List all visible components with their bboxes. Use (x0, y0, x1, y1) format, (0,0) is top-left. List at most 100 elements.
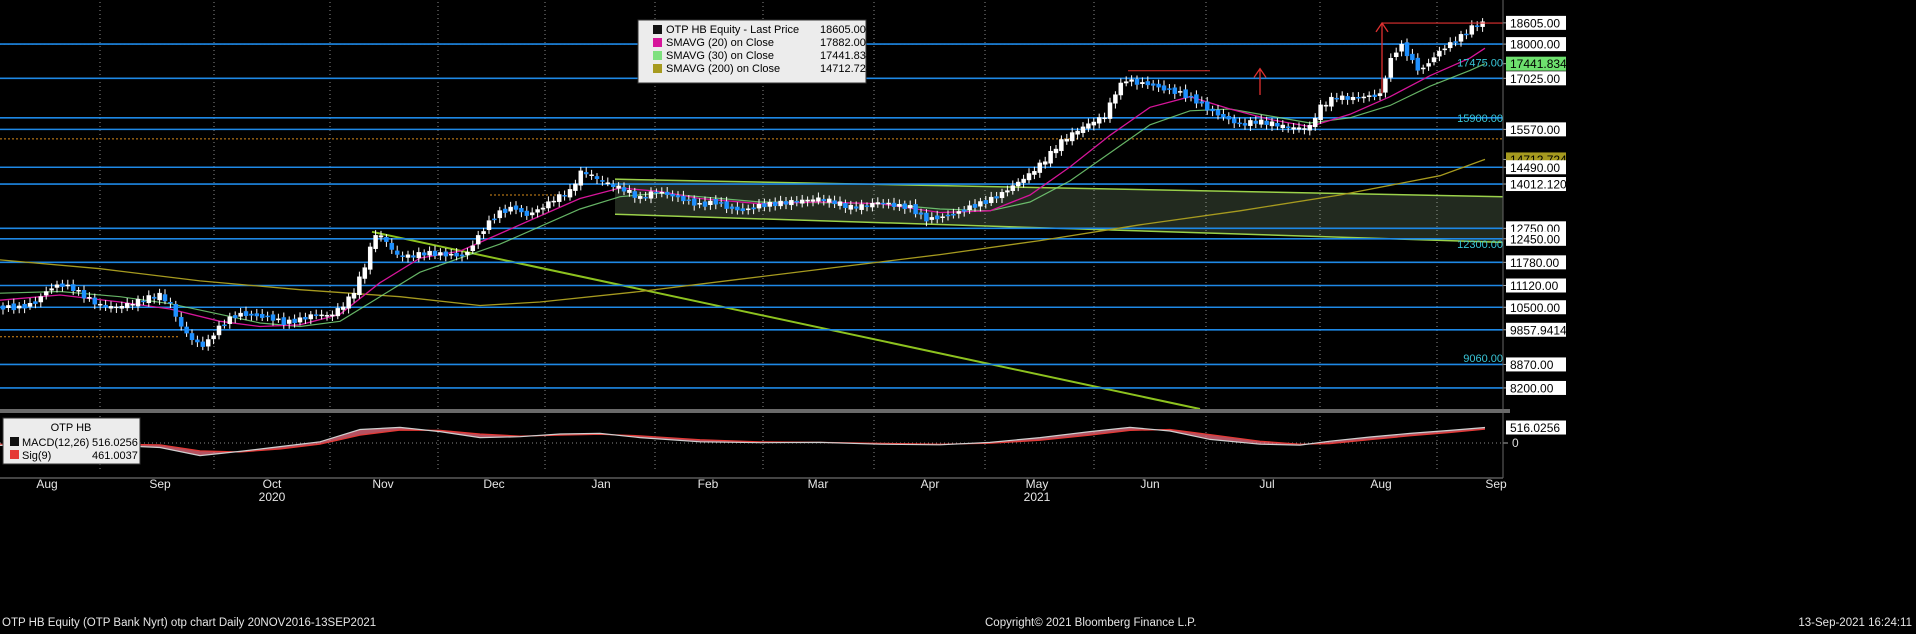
candle-body (270, 314, 276, 321)
candle-body (124, 303, 130, 309)
candle-body (1334, 97, 1340, 100)
sma200-line (0, 158, 1486, 307)
level-annotation-label: 15900.00 (1457, 113, 1503, 125)
candle-body (1064, 138, 1070, 142)
candle-body (1307, 124, 1313, 131)
candle-body (1329, 96, 1334, 107)
candle-body (659, 192, 665, 194)
candle-body (141, 300, 146, 303)
x-axis-month-label: Apr (921, 477, 940, 491)
candle-body (265, 315, 270, 318)
macd-legend-box (2, 417, 141, 465)
candle-body (643, 196, 648, 199)
candle-body (438, 252, 443, 256)
candle-body (313, 314, 319, 316)
candle-body (243, 311, 249, 316)
candle-body (670, 193, 675, 197)
candle-body (1177, 91, 1183, 93)
candle-body (1410, 53, 1415, 61)
candle-body (1053, 148, 1059, 154)
candle-body (1204, 101, 1210, 111)
candle-body (1113, 94, 1118, 104)
legend-value: 14712.7246 (820, 63, 878, 75)
price-tag-box (1506, 255, 1566, 270)
candle-body (49, 288, 54, 291)
candle-body (76, 290, 81, 292)
candle-body (0, 305, 6, 310)
legend-value: 18605.00 (820, 24, 866, 36)
candle-body (1291, 127, 1296, 130)
candle-body (292, 318, 297, 324)
candle-body (481, 231, 486, 234)
candle-body (745, 208, 751, 211)
candle-body (281, 317, 287, 325)
candle-body (864, 205, 870, 207)
signal-swatch (10, 450, 19, 459)
channel-upper-line (614, 178, 1504, 198)
candle-body (1172, 87, 1178, 94)
macd-value-tag (1506, 420, 1566, 435)
price-tag-box (1506, 71, 1566, 86)
level-annotation-label: 12300.00 (1457, 239, 1503, 251)
candle-body (1210, 108, 1215, 112)
candle-body (799, 199, 805, 204)
footer-copyright: Copyright© 2021 Bloomberg Finance L.P. (985, 617, 1197, 629)
candle-body (1339, 95, 1345, 100)
price-tag-box (1506, 380, 1566, 395)
candle-body (497, 210, 503, 219)
legend-value: 17882.00 (820, 37, 866, 49)
candle-body (961, 209, 967, 212)
candle-body (1059, 139, 1064, 152)
candle-body (405, 254, 411, 258)
candle-body (972, 203, 978, 208)
legend-label: OTP HB Equity - Last Price (666, 24, 799, 36)
candle-body (918, 212, 924, 215)
legend-swatch (653, 64, 662, 73)
candle-body (1156, 83, 1161, 88)
candle-body (540, 207, 546, 210)
candle-body (691, 198, 697, 206)
candle-body (783, 201, 789, 205)
macd-legend-label: MACD(12,26) (22, 437, 89, 449)
candle-body (880, 202, 886, 205)
candle-body (178, 317, 184, 327)
candle-body (1091, 121, 1097, 126)
x-axis-month-label: Nov (372, 477, 393, 491)
candle-body (556, 194, 562, 202)
candle-body (389, 242, 395, 250)
candle-body (1437, 50, 1442, 57)
candle-body (837, 201, 843, 206)
candle-body (173, 304, 179, 317)
candle-body (843, 203, 848, 208)
price-tag-text: 17025.00 (1510, 72, 1560, 86)
candle-body (1302, 128, 1307, 130)
price-tag-text: 11120.00 (1510, 279, 1559, 293)
candle-body (351, 292, 357, 299)
candle-body (816, 197, 821, 202)
candle-body (1361, 96, 1367, 99)
candle-body (594, 176, 600, 179)
candle-body (632, 191, 638, 198)
signal-legend-value: 461.0037 (92, 450, 138, 462)
legend-swatch (653, 38, 662, 47)
candle-body (22, 303, 27, 309)
candle-body (1215, 109, 1221, 116)
candle-body (951, 213, 956, 216)
candle-body (319, 314, 324, 317)
candle-body (729, 206, 735, 209)
candle-body (1226, 116, 1232, 120)
candle-body (1474, 25, 1480, 27)
candle-body (1388, 57, 1394, 78)
candle-body (1264, 120, 1269, 125)
candle-body (92, 297, 98, 305)
candle-body (551, 200, 557, 203)
price-tag-text: 8870.00 (1510, 358, 1554, 372)
candle-body (524, 210, 530, 216)
legend-box (637, 19, 867, 84)
candle-body (1393, 52, 1399, 57)
candle-body (870, 203, 875, 208)
price-tag-text: 15570.00 (1510, 123, 1560, 137)
candle-body (416, 252, 422, 259)
price-tag-box (1506, 221, 1566, 236)
x-axis-month-label: Sep (1485, 477, 1507, 491)
